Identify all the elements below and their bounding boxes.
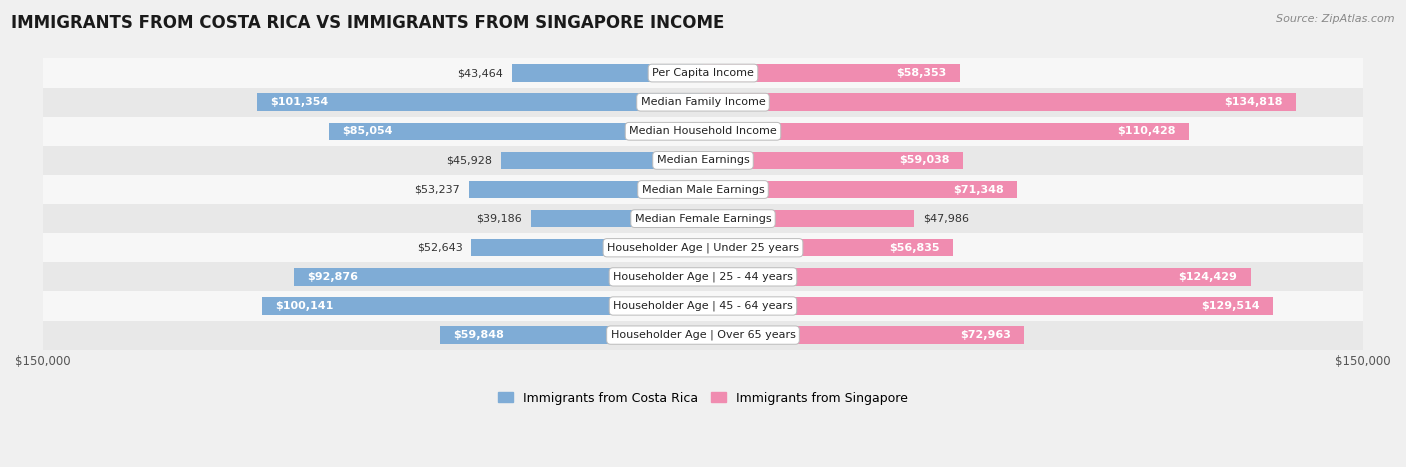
Text: Median Earnings: Median Earnings	[657, 156, 749, 165]
Text: Median Female Earnings: Median Female Earnings	[634, 213, 772, 224]
Bar	[703, 152, 963, 169]
Bar	[42, 175, 1364, 204]
Text: Median Male Earnings: Median Male Earnings	[641, 184, 765, 195]
Text: Householder Age | 45 - 64 years: Householder Age | 45 - 64 years	[613, 301, 793, 311]
Bar	[42, 204, 1364, 233]
Text: $43,464: $43,464	[457, 68, 503, 78]
Text: $124,429: $124,429	[1178, 272, 1237, 282]
Bar	[468, 181, 703, 198]
Bar	[703, 326, 1024, 344]
Bar	[294, 268, 703, 286]
Text: $134,818: $134,818	[1225, 97, 1284, 107]
Legend: Immigrants from Costa Rica, Immigrants from Singapore: Immigrants from Costa Rica, Immigrants f…	[494, 387, 912, 410]
Text: $53,237: $53,237	[415, 184, 460, 195]
Bar	[42, 88, 1364, 117]
Text: Median Household Income: Median Household Income	[628, 126, 778, 136]
Bar	[42, 146, 1364, 175]
Bar	[501, 152, 703, 169]
Bar	[703, 297, 1272, 315]
Text: $92,876: $92,876	[308, 272, 359, 282]
Bar	[440, 326, 703, 344]
Text: $56,835: $56,835	[890, 243, 941, 253]
Text: Householder Age | Over 65 years: Householder Age | Over 65 years	[610, 330, 796, 340]
Text: $39,186: $39,186	[477, 213, 522, 224]
Text: Source: ZipAtlas.com: Source: ZipAtlas.com	[1277, 14, 1395, 24]
Bar	[512, 64, 703, 82]
Bar	[42, 58, 1364, 88]
Bar	[42, 117, 1364, 146]
Text: Per Capita Income: Per Capita Income	[652, 68, 754, 78]
Text: $45,928: $45,928	[446, 156, 492, 165]
Bar	[329, 122, 703, 140]
Bar	[703, 181, 1017, 198]
Text: $59,038: $59,038	[900, 156, 949, 165]
Text: $58,353: $58,353	[897, 68, 946, 78]
Bar	[42, 262, 1364, 291]
Text: $47,986: $47,986	[922, 213, 969, 224]
Text: $100,141: $100,141	[276, 301, 333, 311]
Text: $52,643: $52,643	[416, 243, 463, 253]
Text: $72,963: $72,963	[960, 330, 1011, 340]
Bar	[530, 210, 703, 227]
Text: $59,848: $59,848	[453, 330, 503, 340]
Bar	[703, 210, 914, 227]
Text: $110,428: $110,428	[1118, 126, 1175, 136]
Bar	[42, 233, 1364, 262]
Bar	[703, 239, 953, 256]
Bar	[42, 320, 1364, 350]
Text: Median Family Income: Median Family Income	[641, 97, 765, 107]
Bar	[42, 291, 1364, 320]
Bar	[703, 93, 1296, 111]
Bar	[703, 268, 1251, 286]
Bar	[703, 122, 1189, 140]
Text: $85,054: $85,054	[342, 126, 392, 136]
Text: $129,514: $129,514	[1201, 301, 1260, 311]
Bar	[471, 239, 703, 256]
Text: $71,348: $71,348	[953, 184, 1004, 195]
Bar	[257, 93, 703, 111]
Bar	[263, 297, 703, 315]
Text: Householder Age | 25 - 44 years: Householder Age | 25 - 44 years	[613, 272, 793, 282]
Text: Householder Age | Under 25 years: Householder Age | Under 25 years	[607, 242, 799, 253]
Bar	[703, 64, 960, 82]
Text: $101,354: $101,354	[270, 97, 329, 107]
Text: IMMIGRANTS FROM COSTA RICA VS IMMIGRANTS FROM SINGAPORE INCOME: IMMIGRANTS FROM COSTA RICA VS IMMIGRANTS…	[11, 14, 724, 32]
